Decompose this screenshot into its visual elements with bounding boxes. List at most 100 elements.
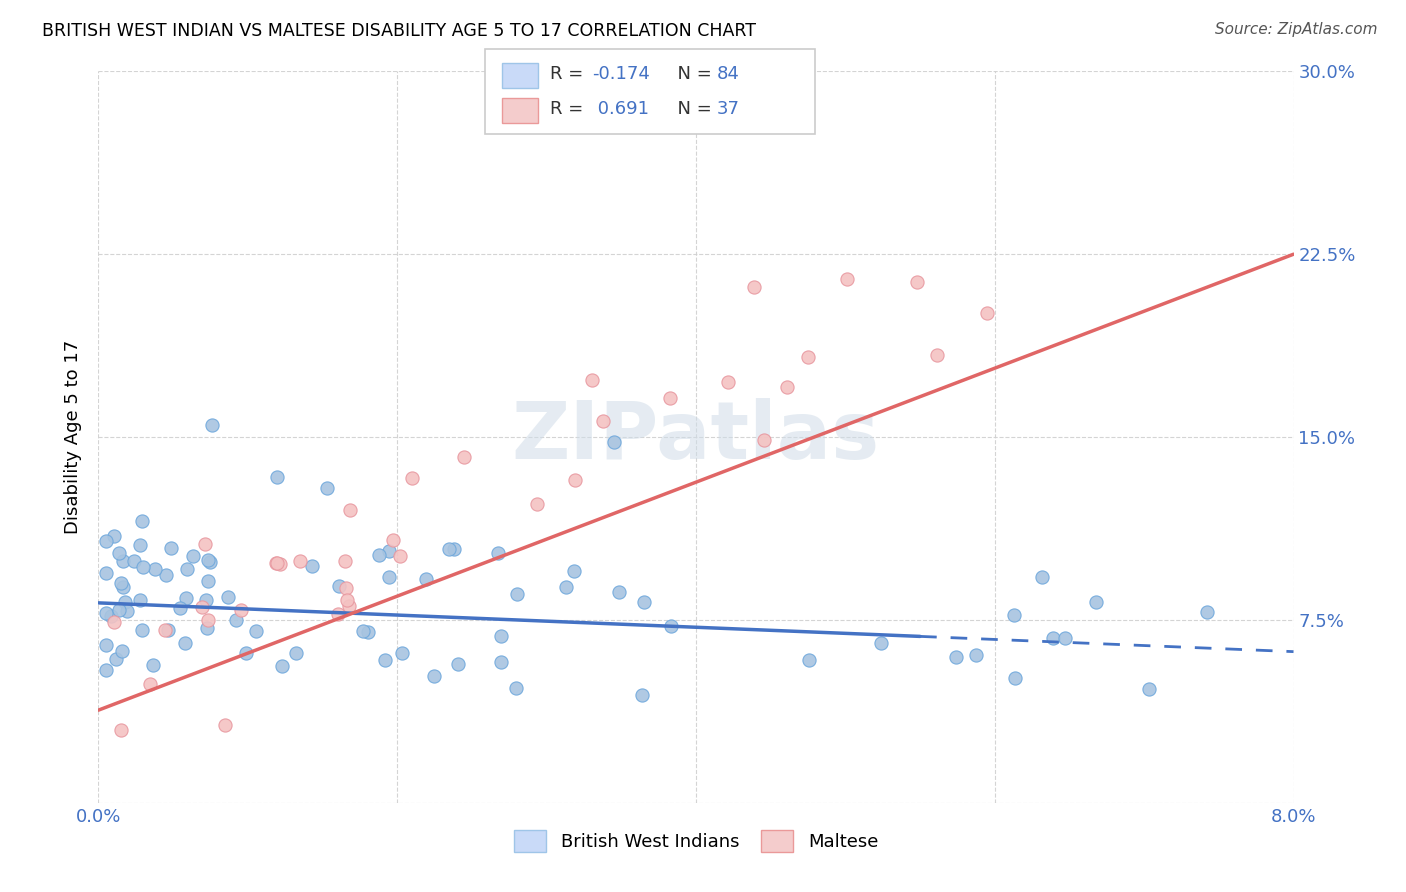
Text: 0.691: 0.691: [592, 100, 650, 118]
Point: [111, 580, 134, 594]
Point: [266, 470, 288, 484]
Point: [905, 276, 928, 290]
Point: [103, 529, 125, 543]
Point: [96, 606, 118, 620]
Point: [1004, 671, 1026, 685]
Point: [155, 568, 177, 582]
Point: [381, 533, 404, 547]
Point: [965, 648, 987, 662]
Point: [94, 663, 117, 677]
Y-axis label: Disability Age 5 to 17: Disability Age 5 to 17: [65, 340, 83, 534]
Point: [131, 623, 153, 637]
Text: N =: N =: [666, 65, 718, 83]
Point: [271, 659, 294, 673]
Point: [744, 280, 766, 294]
Point: [835, 271, 858, 285]
Text: N =: N =: [666, 100, 718, 118]
Point: [491, 629, 513, 643]
Point: [631, 688, 654, 702]
Point: [356, 624, 378, 639]
Point: [335, 554, 357, 568]
Point: [870, 635, 893, 649]
Point: [105, 651, 128, 665]
Point: [131, 515, 153, 529]
Point: [266, 556, 288, 570]
Point: [925, 348, 948, 362]
Point: [752, 433, 775, 447]
Point: [592, 414, 614, 428]
Text: Source: ZipAtlas.com: Source: ZipAtlas.com: [1215, 22, 1378, 37]
Text: 37: 37: [717, 100, 740, 118]
Point: [143, 562, 166, 576]
Point: [197, 613, 219, 627]
Point: [153, 624, 176, 638]
Point: [415, 572, 437, 586]
Point: [422, 669, 444, 683]
Text: -0.174: -0.174: [592, 65, 650, 83]
Point: [191, 600, 214, 615]
Point: [603, 434, 626, 449]
Point: [1031, 570, 1053, 584]
Point: [391, 646, 413, 660]
Point: [225, 613, 247, 627]
Point: [214, 718, 236, 732]
Point: [194, 593, 217, 607]
Point: [374, 653, 396, 667]
Point: [132, 559, 155, 574]
Point: [1042, 631, 1064, 645]
Point: [107, 545, 129, 559]
Point: [506, 587, 529, 601]
Point: [659, 391, 682, 405]
Point: [447, 657, 470, 672]
Point: [633, 595, 655, 609]
Point: [945, 649, 967, 664]
Point: [1197, 605, 1219, 619]
Point: [181, 549, 204, 563]
Point: [352, 624, 374, 638]
Point: [174, 591, 197, 605]
Point: [489, 656, 512, 670]
Text: R =: R =: [550, 100, 589, 118]
Point: [797, 350, 820, 364]
Point: [229, 603, 252, 617]
Point: [336, 593, 359, 607]
Point: [110, 723, 132, 737]
Point: [194, 537, 217, 551]
Point: [217, 590, 239, 604]
Point: [288, 554, 311, 568]
Point: [110, 576, 132, 591]
Point: [115, 604, 138, 618]
Point: [326, 607, 349, 621]
Point: [316, 482, 339, 496]
Point: [173, 636, 195, 650]
Text: ZIPatlas: ZIPatlas: [512, 398, 880, 476]
Point: [562, 564, 585, 578]
Legend: British West Indians, Maltese: British West Indians, Maltese: [506, 823, 886, 860]
Point: [122, 554, 145, 568]
Point: [976, 306, 998, 320]
Point: [284, 646, 307, 660]
Text: R =: R =: [550, 65, 589, 83]
Point: [1054, 631, 1077, 645]
Point: [139, 677, 162, 691]
Point: [505, 681, 527, 696]
Point: [94, 566, 117, 580]
Point: [337, 599, 360, 613]
Point: [142, 657, 165, 672]
Point: [378, 544, 401, 558]
Point: [197, 552, 219, 566]
Point: [797, 653, 820, 667]
Point: [1002, 607, 1025, 622]
Point: [111, 554, 134, 568]
Point: [1085, 595, 1108, 609]
Point: [156, 623, 179, 637]
Point: [94, 639, 117, 653]
Point: [443, 541, 465, 556]
Point: [388, 549, 411, 564]
Point: [554, 580, 576, 594]
Point: [581, 373, 603, 387]
Point: [269, 557, 291, 571]
Point: [368, 549, 391, 563]
Point: [195, 621, 218, 635]
Point: [717, 375, 740, 389]
